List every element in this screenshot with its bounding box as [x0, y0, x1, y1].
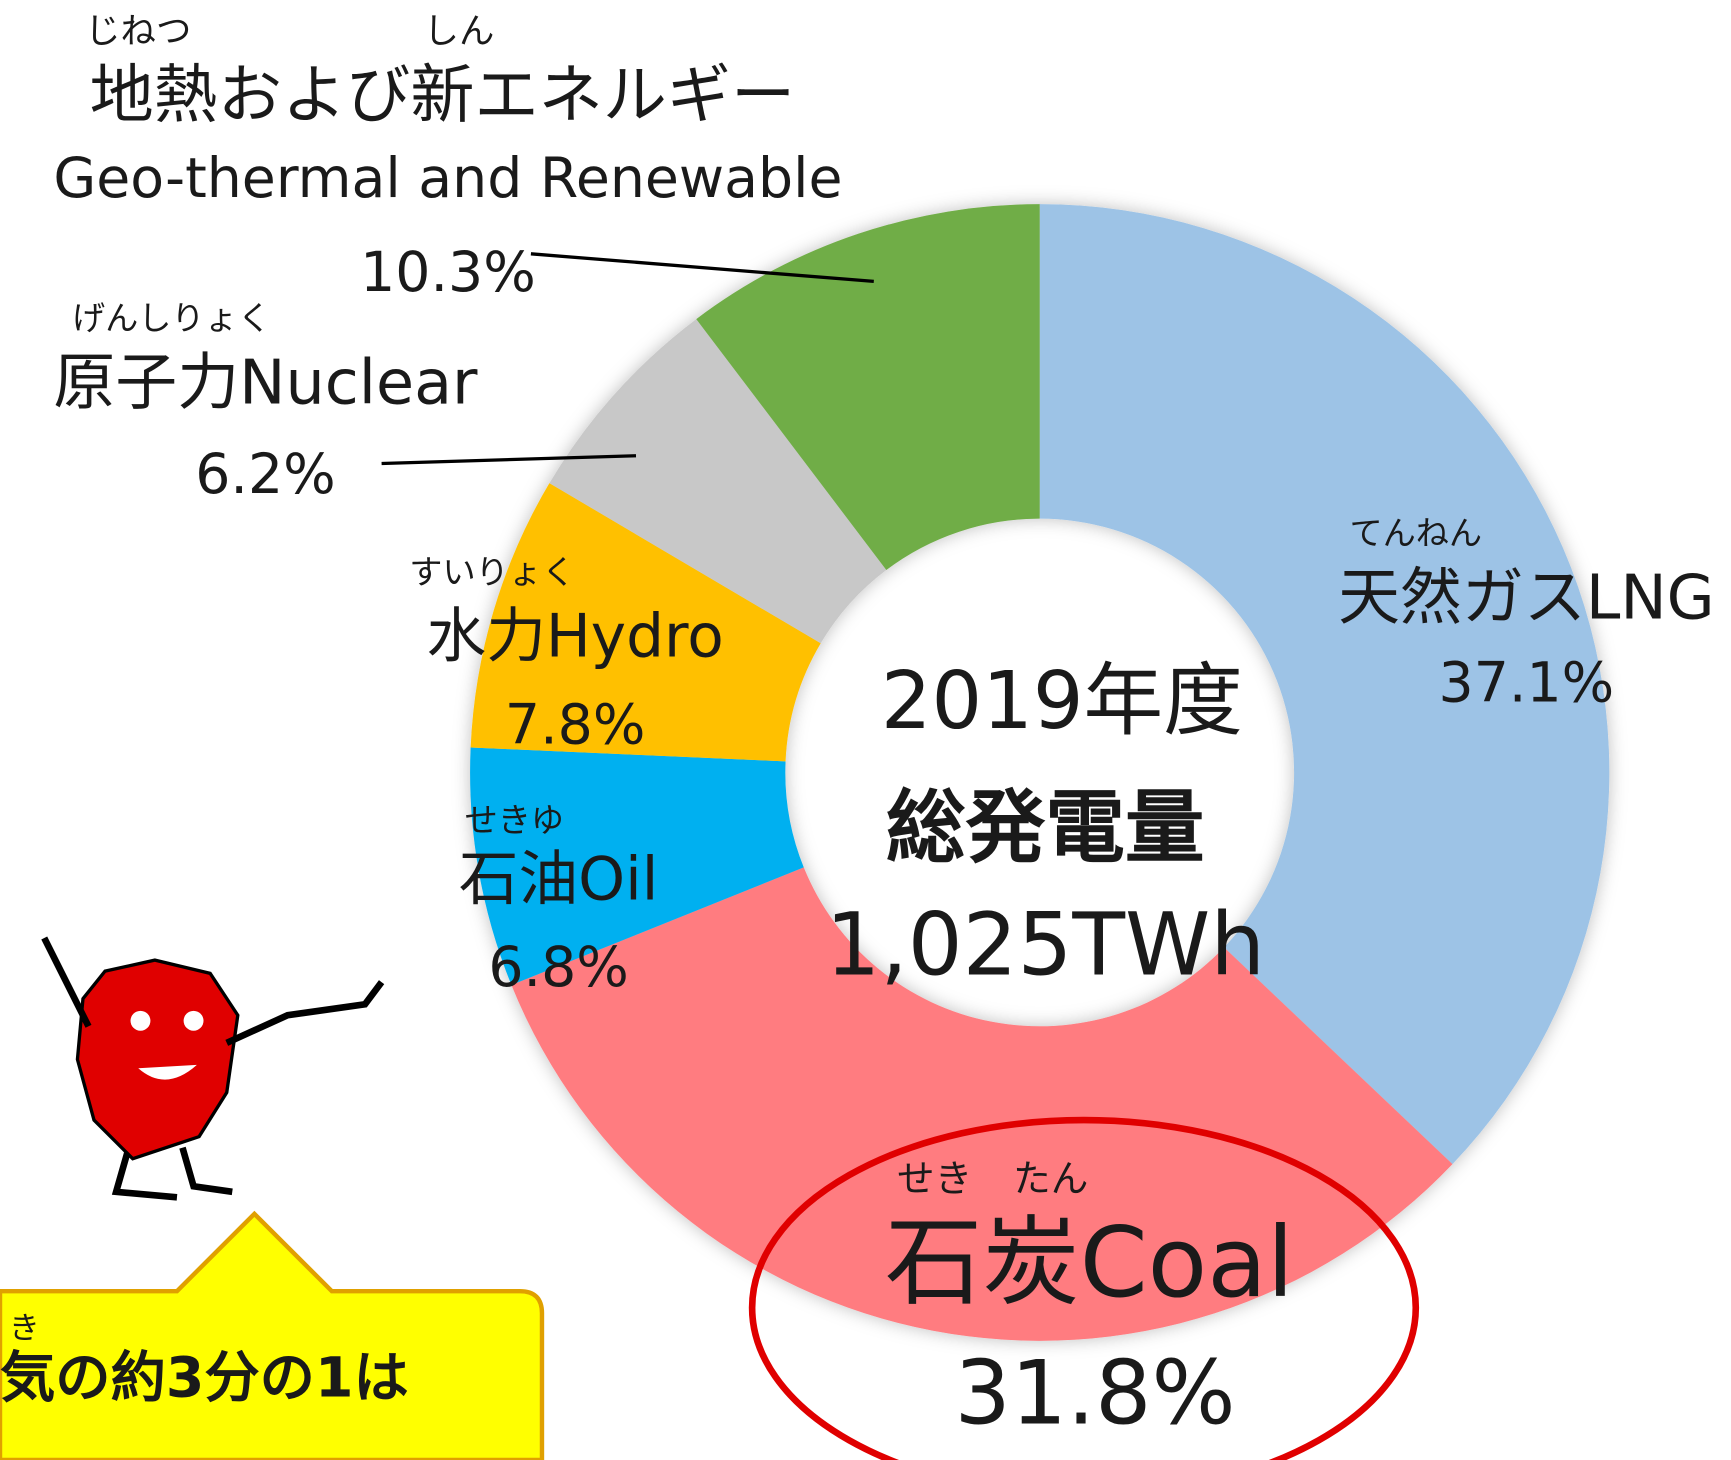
chart: き 気の約3分の1は 2019年度 総発電量 1,025TWh Geo-ther… — [0, 0, 1731, 1460]
category-label: 原子力Nuclear — [53, 346, 478, 418]
value-label: 6.8% — [488, 936, 628, 1000]
callout-box — [0, 1214, 542, 1460]
center-text: 1,025TWh — [825, 896, 1265, 996]
category-label: 天然ガスLNG — [1338, 562, 1715, 634]
category-label: 石炭Coal — [885, 1206, 1294, 1319]
mascot-body — [77, 960, 237, 1159]
reading: たん — [1013, 1156, 1088, 1200]
reading: てんねん — [1349, 514, 1482, 553]
value-label: 7.8% — [505, 694, 645, 758]
category-label: 地熱および新エネルギー — [90, 59, 796, 133]
value-label: 6.2% — [195, 443, 335, 507]
callout-reading: き — [9, 1310, 40, 1346]
callout-text: 気の約3分の1は — [0, 1347, 409, 1411]
value-label: 31.8% — [954, 1342, 1235, 1445]
center-text: 総発電量 — [886, 781, 1204, 874]
reading: せき — [897, 1156, 972, 1200]
value-label: 37.1% — [1439, 652, 1615, 716]
mascot-eye — [131, 1011, 151, 1031]
reading: しん — [424, 11, 495, 52]
annotation: Geo-thermal and Renewable — [53, 147, 842, 211]
reading: せきゆ — [465, 801, 564, 840]
mascot-eye — [184, 1011, 204, 1031]
center-text: 2019年度 — [881, 654, 1243, 747]
reading: じねつ — [85, 11, 191, 52]
reading: すいりょく — [409, 552, 575, 591]
category-label: 石油Oil — [459, 845, 659, 914]
value-label: 10.3% — [360, 241, 536, 305]
mascot — [44, 938, 381, 1197]
reading: げんしりょく — [72, 299, 271, 338]
category-label: 水力Hydro — [426, 603, 723, 672]
